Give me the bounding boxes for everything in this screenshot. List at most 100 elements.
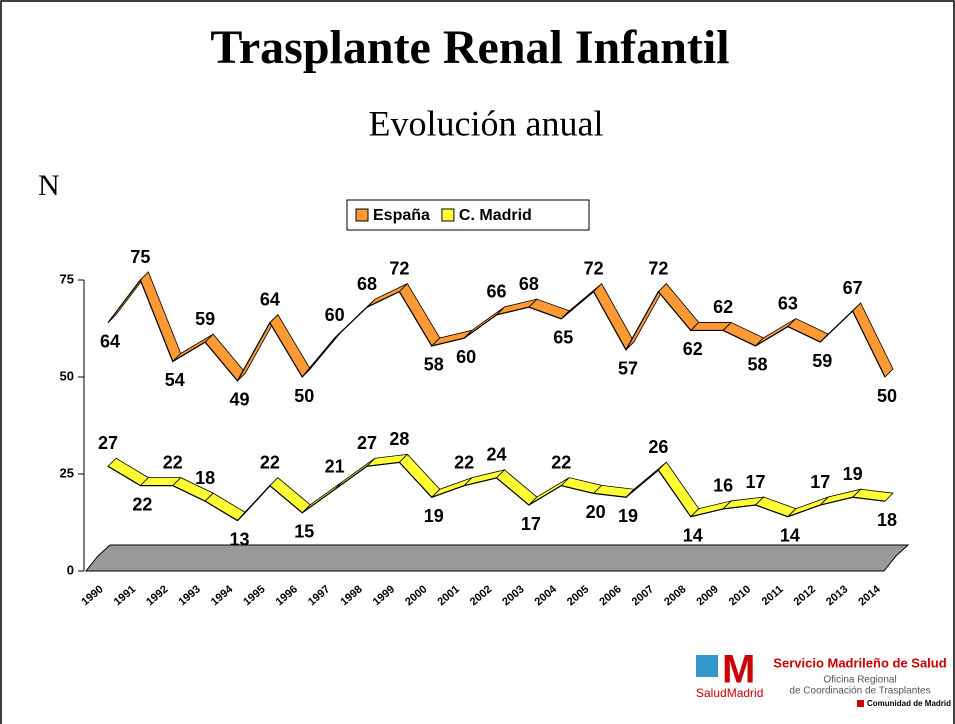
data-label: 13	[229, 529, 249, 549]
region: Comunidad de Madrid	[867, 699, 951, 708]
data-label: 21	[325, 456, 345, 476]
data-label: 49	[229, 390, 249, 410]
x-tick-label: 1997	[306, 583, 332, 608]
data-label: 14	[683, 525, 703, 545]
x-tick-label: 2010	[727, 583, 753, 608]
data-label: 59	[812, 351, 832, 371]
data-label: 26	[648, 437, 668, 457]
data-label: 50	[877, 386, 897, 406]
x-tick-label: 1996	[274, 583, 300, 608]
data-label: 58	[424, 355, 444, 375]
data-label: 17	[810, 472, 830, 492]
ribbon-face	[657, 283, 700, 332]
chart-title: Trasplante Renal Infantil	[210, 21, 729, 74]
series-line	[107, 278, 886, 382]
x-tick-label: 2012	[792, 583, 818, 608]
data-label: 72	[584, 258, 604, 278]
data-label: 22	[132, 494, 152, 514]
data-label: 19	[618, 506, 638, 526]
data-label: 72	[648, 258, 668, 278]
x-tick-label: 2001	[435, 583, 461, 608]
data-label: 17	[745, 472, 765, 492]
x-tick-label: 2013	[824, 583, 850, 608]
x-tick-label: 1998	[338, 583, 364, 608]
legend-label: C. Madrid	[459, 207, 532, 224]
ribbon-face	[787, 318, 829, 343]
data-label: 22	[260, 452, 280, 472]
ribbon-face	[204, 492, 247, 522]
x-tick-label: 2002	[468, 583, 494, 608]
data-label: 57	[618, 359, 638, 379]
logo: M SaludMadrid Servicio Madrileño de Salu…	[696, 648, 951, 708]
data-label: 14	[780, 525, 800, 545]
data-label: 64	[260, 289, 280, 309]
x-tick-label: 2014	[856, 583, 883, 608]
data-label: 18	[877, 510, 897, 530]
data-label: 68	[519, 274, 539, 294]
data-label: 66	[486, 282, 506, 302]
x-tick-label: 2000	[403, 583, 429, 608]
data-label: 19	[424, 506, 444, 526]
ribbon-face	[657, 461, 700, 518]
floor	[84, 544, 910, 572]
legend-swatch	[441, 208, 455, 222]
x-tick-label: 1992	[144, 583, 170, 608]
x-tick-label: 2008	[662, 583, 688, 608]
x-tick-label: 2007	[630, 583, 656, 608]
data-label: 28	[389, 429, 409, 449]
data-label: 16	[713, 476, 733, 496]
legend-box	[346, 199, 590, 231]
series-line	[107, 461, 886, 522]
ribbon-face	[722, 321, 765, 347]
x-tick-label: 1990	[79, 583, 105, 608]
x-tick-label: 1994	[209, 583, 236, 608]
data-label: 60	[456, 347, 476, 367]
ribbon-face	[787, 496, 829, 518]
data-label: 20	[586, 502, 606, 522]
data-label: 22	[454, 452, 474, 472]
data-label: 64	[100, 331, 120, 351]
ribbon-face	[107, 457, 150, 487]
ribbon-face	[204, 333, 247, 382]
office2: de Coordinación de Trasplantes	[789, 686, 930, 697]
service: Servicio Madrileño de Salud	[773, 655, 946, 670]
x-tick-label: 2006	[597, 583, 623, 608]
data-label: 68	[357, 274, 377, 294]
data-label: 62	[713, 297, 733, 317]
data-label: 22	[163, 452, 183, 472]
data-label: 27	[98, 433, 118, 453]
data-label: 17	[521, 514, 541, 534]
data-label: 27	[357, 433, 377, 453]
x-tick-label: 1995	[241, 583, 267, 608]
chart-subtitle: Evolución anual	[369, 103, 604, 143]
ribbon-face	[269, 314, 311, 378]
logo-cross	[696, 655, 718, 677]
legend-swatch	[355, 208, 369, 222]
office1: Oficina Regional	[823, 675, 896, 686]
y-tick-label: 75	[60, 271, 74, 286]
x-tick-label: 1991	[112, 583, 138, 608]
ribbon-face	[398, 453, 441, 498]
ribbon-face	[269, 477, 311, 514]
data-label: 60	[325, 305, 345, 325]
x-tick-label: 1993	[176, 583, 202, 608]
data-label: 75	[130, 247, 150, 267]
ribbon-face	[398, 282, 441, 347]
data-label: 67	[843, 278, 863, 298]
y-tick-label: 0	[67, 562, 74, 577]
brand: SaludMadrid	[696, 686, 763, 700]
legend-label: España	[373, 207, 430, 224]
y-tick-label: 25	[60, 465, 74, 480]
data-label: 58	[747, 355, 767, 375]
logo-m: M	[722, 648, 755, 692]
region-mark	[857, 700, 864, 707]
data-label: 15	[294, 522, 314, 542]
ribbon-face	[495, 469, 538, 506]
data-label: 65	[553, 328, 573, 348]
data-label: 62	[683, 339, 703, 359]
y-axis-label: N	[38, 169, 60, 202]
x-tick-label: 2009	[694, 583, 720, 608]
data-label: 59	[195, 309, 215, 329]
